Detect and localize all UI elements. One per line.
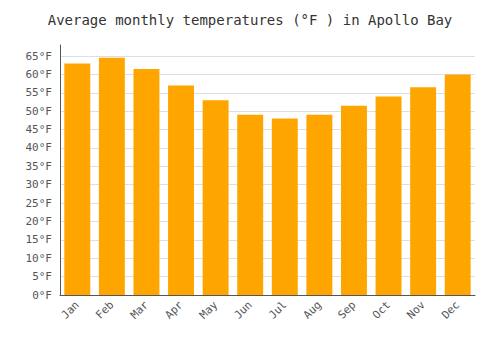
svg-text:60°F: 60°F — [26, 68, 53, 81]
svg-text:5°F: 5°F — [32, 270, 52, 283]
svg-text:Mar: Mar — [128, 298, 151, 321]
svg-text:Sep: Sep — [335, 298, 358, 321]
svg-text:Apr: Apr — [162, 298, 185, 321]
svg-text:20°F: 20°F — [26, 215, 53, 228]
svg-text:35°F: 35°F — [26, 160, 53, 173]
svg-text:10°F: 10°F — [26, 252, 53, 265]
svg-text:55°F: 55°F — [26, 86, 53, 99]
svg-text:Jun: Jun — [232, 298, 255, 321]
svg-text:Oct: Oct — [370, 298, 393, 321]
svg-text:25°F: 25°F — [26, 197, 53, 210]
svg-text:65°F: 65°F — [26, 50, 53, 63]
svg-text:45°F: 45°F — [26, 123, 53, 136]
svg-text:40°F: 40°F — [26, 141, 53, 154]
svg-text:0°F: 0°F — [32, 289, 52, 302]
svg-text:May: May — [197, 298, 220, 321]
svg-text:50°F: 50°F — [26, 105, 53, 118]
svg-text:Jul: Jul — [266, 298, 289, 321]
svg-text:Nov: Nov — [404, 298, 427, 321]
svg-text:Dec: Dec — [439, 298, 462, 321]
svg-text:Average monthly temperatures (: Average monthly temperatures (°F ) in Ap… — [48, 12, 453, 28]
svg-text:Aug: Aug — [301, 298, 324, 321]
svg-text:30°F: 30°F — [26, 178, 53, 191]
svg-text:Feb: Feb — [93, 298, 116, 321]
svg-text:15°F: 15°F — [26, 233, 53, 246]
svg-text:Jan: Jan — [59, 298, 82, 321]
